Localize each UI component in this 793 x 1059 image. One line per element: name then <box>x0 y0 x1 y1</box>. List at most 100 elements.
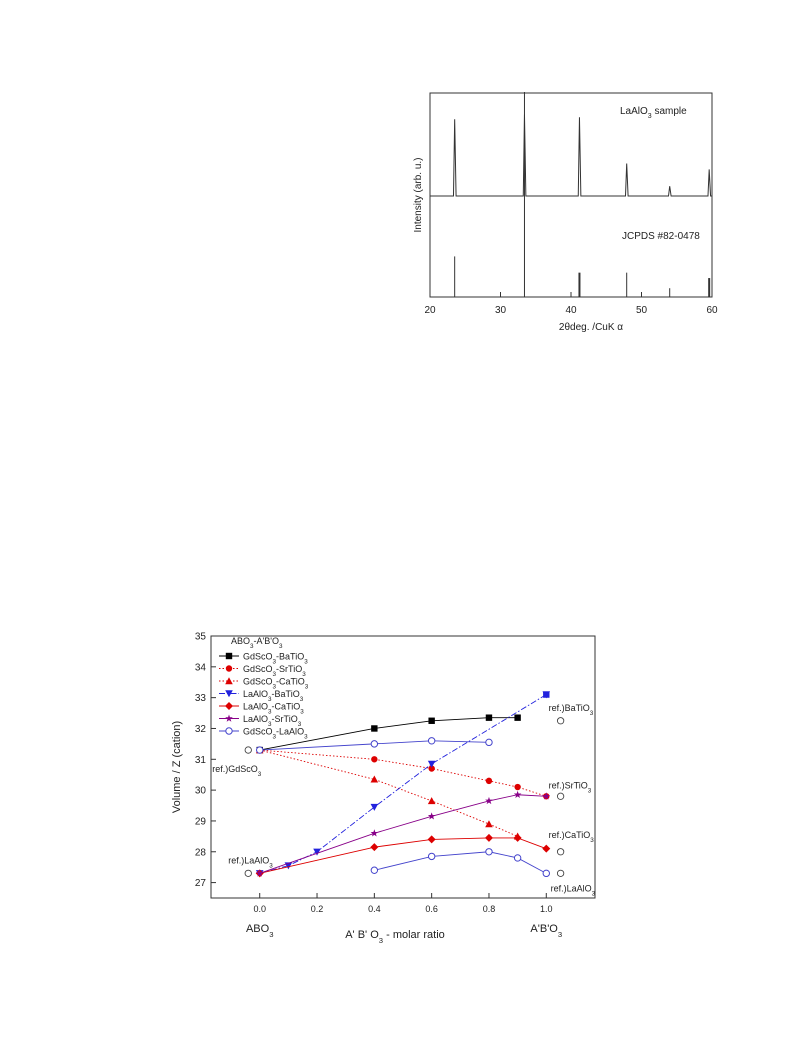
xrd-chart: 20 30 40 50 60 2θdeg. /CuK α Intensity (arb. u… <box>413 92 718 333</box>
volume-x-axis-label: A' B' O3 - molar ratio <box>345 929 445 945</box>
data-point <box>485 820 493 828</box>
data-point <box>485 777 493 785</box>
data-point <box>225 652 233 660</box>
series-7 <box>370 848 550 878</box>
series-line <box>259 749 518 837</box>
data-point <box>427 852 436 861</box>
data-point <box>225 690 233 698</box>
data-point <box>225 714 233 722</box>
data-point <box>370 829 379 837</box>
volume-y-tick-label: 33 <box>195 693 207 704</box>
series-1 <box>256 746 550 800</box>
data-point <box>427 835 436 844</box>
data-point <box>370 843 379 852</box>
volume-x-tick-label: 1.0 <box>540 904 553 914</box>
series-line <box>259 749 547 797</box>
xrd-sample-pattern <box>430 114 712 197</box>
data-point <box>427 760 436 768</box>
data-point <box>225 727 233 735</box>
legend-entry: GdScO3-SrTiO3 <box>243 664 306 678</box>
data-point <box>514 714 521 721</box>
data-point <box>485 738 493 747</box>
data-point <box>513 833 522 842</box>
legend-entry: LaAlO3-BaTiO3 <box>243 689 304 703</box>
xrd-reference-label: JCPDS #82-0478 <box>622 231 700 242</box>
xrd-tick-label: 60 <box>706 305 718 316</box>
xrd-x-axis-label: 2θdeg. /CuK α <box>559 322 623 333</box>
legend-title: ABO3-A'B'O3 <box>231 636 283 650</box>
legend: ABO3-A'B'O3GdScO3-BaTiO3GdScO3-SrTiO3GdS… <box>219 636 309 740</box>
data-point <box>370 740 379 748</box>
legend-entry: GdScO3-CaTiO3 <box>243 677 309 691</box>
reference-point <box>556 717 565 725</box>
legend-entry: GdScO3-LaAlO3 <box>243 727 308 741</box>
data-point <box>225 665 233 672</box>
xrd-frame <box>429 92 713 298</box>
series-8 <box>543 691 550 698</box>
data-point <box>513 790 522 798</box>
reference-point <box>556 869 565 877</box>
reference-point <box>556 792 565 800</box>
data-point <box>542 792 551 800</box>
data-point <box>313 848 321 856</box>
series-5 <box>255 790 551 877</box>
data-point <box>485 848 493 856</box>
reference-label: ref.)GdScO3 <box>212 764 262 778</box>
data-point <box>485 714 493 721</box>
series-line <box>259 694 547 874</box>
data-point <box>542 844 551 853</box>
legend-entry: LaAlO3-SrTiO3 <box>243 714 302 728</box>
volume-y-tick-label: 29 <box>195 816 207 827</box>
xrd-tick-label: 20 <box>424 305 436 316</box>
data-point <box>427 812 436 820</box>
data-point <box>428 717 435 724</box>
data-point <box>543 691 550 698</box>
data-point <box>370 866 379 874</box>
reference-label: ref.)LaAlO3 <box>551 883 596 897</box>
xrd-sample-label: LaAlO3 sample <box>620 106 687 120</box>
reference-point <box>244 746 252 754</box>
data-point <box>427 737 436 745</box>
legend-entry: GdScO3-BaTiO3 <box>243 652 308 666</box>
volume-x-tick-label: 0.4 <box>368 904 381 914</box>
data-point <box>514 783 521 791</box>
reference-label: ref.)BaTiO3 <box>549 703 594 717</box>
volume-y-tick-label: 35 <box>195 632 207 643</box>
data-point <box>371 725 378 732</box>
volume-x-end-label: A'B'O3 <box>530 923 562 939</box>
data-point <box>256 746 264 754</box>
xrd-tick-label: 50 <box>636 305 648 316</box>
volume-x-tick-label: 0.0 <box>253 904 266 914</box>
volume-y-tick-label: 32 <box>195 724 207 735</box>
volume-y-axis-label: Volume / Z (cation) <box>171 721 183 813</box>
series-line <box>259 740 489 751</box>
series-line <box>259 794 547 874</box>
data-point <box>427 797 436 805</box>
data-point <box>542 869 550 878</box>
data-point <box>428 765 435 772</box>
reference-point <box>244 869 252 877</box>
data-point <box>370 803 379 811</box>
series-2 <box>255 746 522 840</box>
xrd-y-axis-label: Intensity (arb. u.) <box>413 157 424 232</box>
legend-entry: LaAlO3-CaTiO3 <box>243 702 304 716</box>
data-point <box>370 775 379 783</box>
reference-label: ref.)LaAlO3 <box>228 855 273 869</box>
data-point <box>225 677 233 685</box>
volume-x-tick-label: 0.6 <box>425 904 438 914</box>
data-point <box>371 756 378 763</box>
volume-chart: 27 28 29 30 31 32 33 34 35 0.0 0.2 0.4 0.6 0.8 1.0 ABO3… <box>171 632 596 945</box>
volume-frame <box>210 635 596 899</box>
data-point <box>513 854 522 862</box>
volume-y-tick-label: 30 <box>195 786 207 797</box>
volume-y-tick-label: 34 <box>195 662 207 673</box>
xrd-tick-label: 40 <box>565 305 577 316</box>
xrd-tick-label: 30 <box>495 305 507 316</box>
volume-y-tick-label: 31 <box>195 755 207 766</box>
volume-x-start-label: ABO3 <box>246 923 274 939</box>
reference-label: ref.)SrTiO3 <box>549 780 592 794</box>
reference-point <box>556 848 565 856</box>
data-point <box>225 702 233 710</box>
series-6 <box>256 737 493 754</box>
